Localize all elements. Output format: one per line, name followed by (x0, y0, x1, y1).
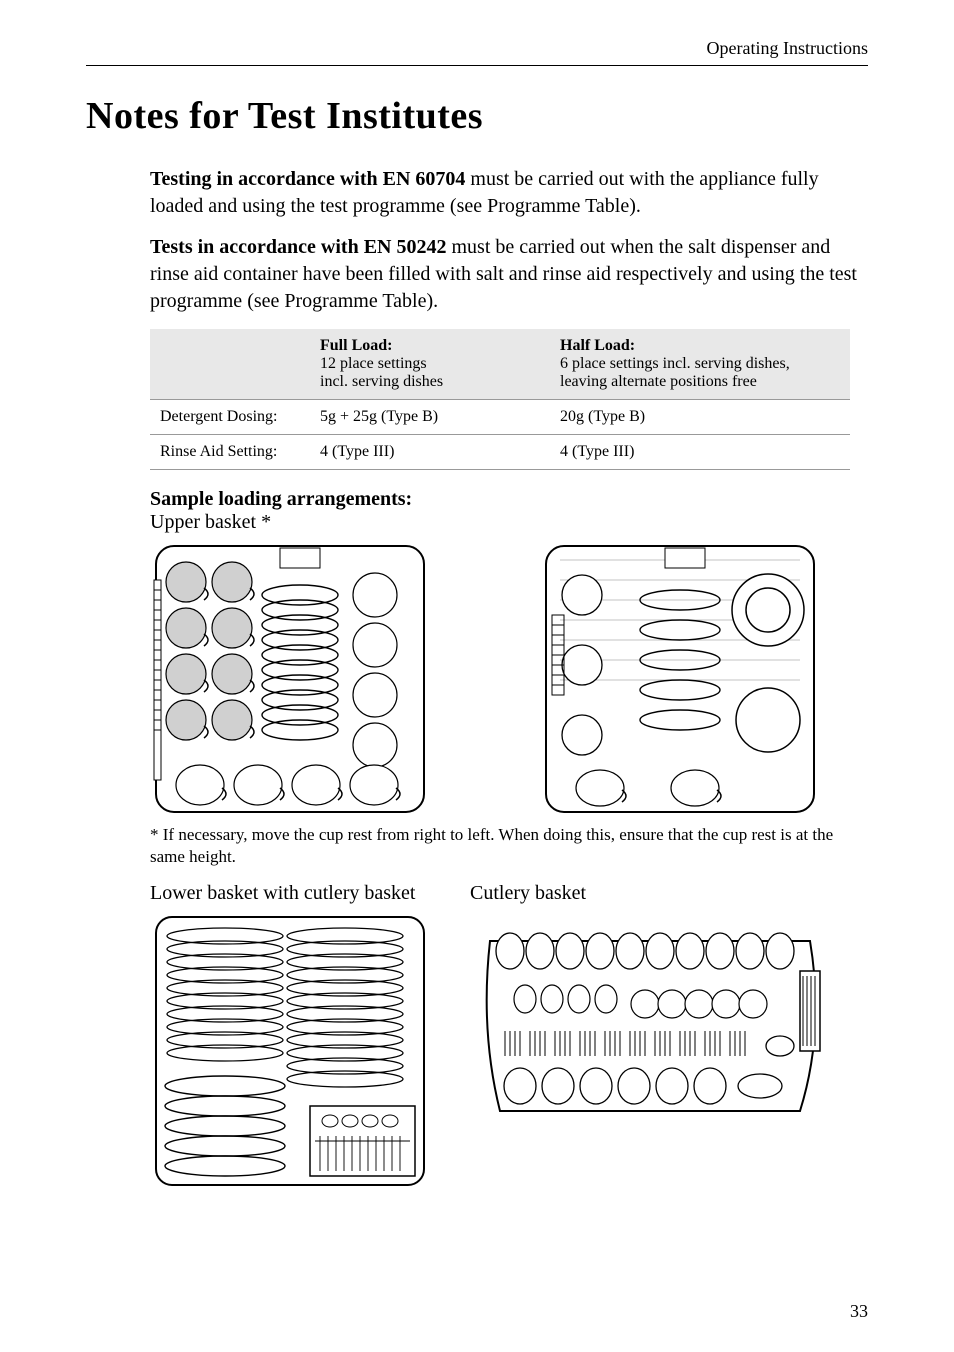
full-load-title: Full Load: (320, 337, 540, 355)
header-section-label: Operating Instructions (86, 38, 868, 66)
table-row: Detergent Dosing: 5g + 25g (Type B) 20g … (150, 400, 850, 435)
half-load-desc2: leaving alternate positions free (560, 373, 757, 390)
paragraph-lead-2: Tests in accordance with EN 50242 (150, 236, 446, 258)
table-cell-half: 20g (Type B) (550, 400, 850, 435)
cutlery-basket-label: Cutlery basket (470, 882, 586, 905)
upper-basket-full-load-diagram (150, 540, 430, 818)
table-header-empty (150, 329, 310, 400)
cutlery-basket-svg (470, 911, 830, 1131)
table-cell-label: Rinse Aid Setting: (150, 435, 310, 470)
half-load-desc1: 6 place settings incl. serving dishes, (560, 355, 790, 372)
paragraph-en50242: Tests in accordance with EN 50242 must b… (150, 234, 868, 315)
table-header-full-load: Full Load: 12 place settings incl. servi… (310, 329, 550, 400)
upper-basket-half-load-diagram (540, 540, 820, 818)
upper-basket-half-svg (540, 540, 820, 818)
lower-diagrams-row (150, 911, 868, 1191)
upper-basket-label: Upper basket * (150, 511, 868, 534)
half-load-title: Half Load: (560, 337, 840, 355)
sample-loading-heading: Sample loading arrangements: (150, 488, 868, 511)
full-load-desc1: 12 place settings (320, 355, 427, 372)
table-cell-full: 4 (Type III) (310, 435, 550, 470)
paragraph-en60704: Testing in accordance with EN 60704 must… (150, 166, 868, 220)
table-cell-half: 4 (Type III) (550, 435, 850, 470)
table-cell-label: Detergent Dosing: (150, 400, 310, 435)
lower-diagrams-labels: Lower basket with cutlery basket Cutlery… (150, 882, 868, 905)
table-cell-full: 5g + 25g (Type B) (310, 400, 550, 435)
paragraph-lead-1: Testing in accordance with EN 60704 (150, 168, 465, 190)
table-header-row: Full Load: 12 place settings incl. servi… (150, 329, 850, 400)
lower-basket-label: Lower basket with cutlery basket (150, 882, 470, 905)
lower-basket-svg (150, 911, 430, 1191)
table-header-half-load: Half Load: 6 place settings incl. servin… (550, 329, 850, 400)
main-title: Notes for Test Institutes (86, 94, 868, 138)
test-parameters-table: Full Load: 12 place settings incl. servi… (150, 329, 850, 470)
cutlery-basket-diagram (470, 911, 830, 1131)
full-load-desc2: incl. serving dishes (320, 373, 443, 390)
upper-basket-diagrams-row (150, 540, 868, 818)
page-number: 33 (850, 1301, 868, 1322)
lower-basket-diagram (150, 911, 430, 1191)
upper-basket-full-svg (150, 540, 430, 818)
page-container: Operating Instructions Notes for Test In… (0, 0, 954, 1352)
table-row: Rinse Aid Setting: 4 (Type III) 4 (Type … (150, 435, 850, 470)
footnote-cup-rest: * If necessary, move the cup rest from r… (150, 824, 868, 868)
